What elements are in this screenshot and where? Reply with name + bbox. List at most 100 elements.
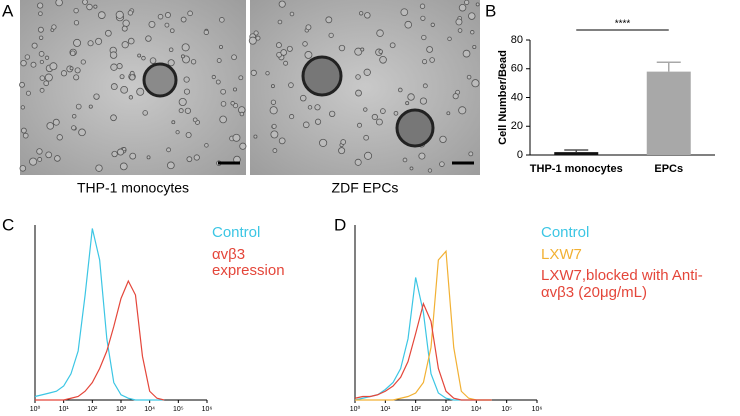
cell (73, 7, 79, 14)
cell (248, 36, 257, 45)
cell (86, 3, 93, 11)
cell (278, 137, 286, 145)
cell (466, 74, 472, 80)
cell (121, 25, 128, 32)
cell (20, 127, 27, 134)
cell (250, 69, 257, 76)
legend-entry: LXW7 (541, 245, 582, 263)
cell (175, 130, 180, 135)
cell (119, 162, 128, 171)
cell (419, 97, 428, 105)
cell (211, 74, 216, 80)
cell (231, 54, 237, 61)
bar (646, 71, 691, 155)
cell (325, 16, 333, 24)
cell (275, 42, 282, 49)
cell (136, 87, 145, 96)
cell (169, 28, 175, 33)
histogram-line (35, 279, 165, 401)
legend-entry: Control (212, 224, 261, 241)
cell (270, 84, 275, 89)
cell (105, 29, 112, 37)
annotation: **** (615, 19, 631, 30)
x-tick-label: THP-1 monocytes (530, 163, 623, 175)
legend: Control LXW7 LXW7,blocked with Anti-αvβ3 (… (541, 224, 706, 306)
cell (55, 0, 63, 7)
cell (183, 88, 191, 95)
cell (129, 152, 137, 160)
cell (30, 61, 37, 68)
cell (430, 22, 435, 27)
cell (418, 152, 426, 160)
cell (109, 51, 118, 59)
cell (340, 139, 347, 145)
cell (270, 99, 277, 105)
cell (280, 49, 287, 56)
y-axis-label: Cell Number/Bead (497, 50, 509, 145)
cell (122, 19, 130, 27)
panel-label: D (334, 215, 346, 234)
y-tick-label: 0 (517, 149, 523, 161)
cell (54, 155, 61, 162)
cell (166, 147, 171, 153)
cell (329, 110, 336, 118)
cell (230, 101, 235, 106)
cell (302, 121, 310, 129)
cell (82, 0, 88, 5)
cell (31, 42, 38, 49)
cell (363, 107, 368, 112)
cell (22, 132, 29, 139)
cell (277, 19, 283, 25)
cell (185, 132, 192, 139)
cell (178, 108, 184, 114)
cell (119, 74, 125, 80)
cell (148, 20, 156, 28)
cell (20, 105, 25, 110)
cell (145, 35, 152, 42)
cell (38, 35, 44, 40)
cell (470, 30, 475, 35)
cell (180, 16, 187, 23)
cell (475, 2, 480, 7)
x-tick-label: 10¹ (59, 406, 70, 413)
cell (164, 12, 171, 19)
cell (457, 28, 463, 33)
cell (73, 74, 80, 81)
cell (338, 147, 346, 155)
cell (447, 36, 452, 42)
cell (71, 113, 77, 119)
x-tick-label: 10² (411, 406, 422, 413)
cell (56, 134, 63, 141)
cell (39, 87, 45, 93)
cell (29, 157, 38, 166)
cell (379, 56, 387, 64)
cell (141, 55, 146, 61)
cell (354, 158, 362, 166)
cell (305, 24, 312, 31)
cell (364, 151, 373, 160)
cell (39, 59, 44, 65)
cell (271, 123, 277, 129)
cell (360, 47, 365, 52)
cell (137, 53, 142, 58)
cell (283, 60, 289, 66)
x-tick-label: 10⁰ (350, 405, 361, 413)
cell (127, 10, 134, 16)
cell (420, 15, 426, 21)
cell (37, 157, 43, 162)
cell (272, 148, 278, 153)
cell (216, 58, 222, 64)
cell (219, 45, 223, 49)
cell (314, 118, 322, 125)
cell (184, 107, 192, 114)
cell (265, 71, 270, 76)
histogram-line (34, 228, 165, 401)
cell (204, 143, 209, 148)
cell (95, 37, 103, 45)
image-caption: THP-1 monocytes (77, 180, 189, 196)
cell (97, 11, 106, 19)
cell (253, 30, 259, 36)
cell (358, 11, 364, 16)
cell (87, 40, 94, 47)
